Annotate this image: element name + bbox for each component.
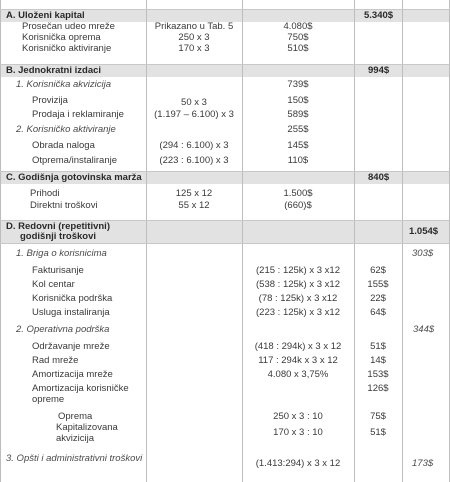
section-separator (0, 64, 450, 65)
row-formula: (223 : 125k) x 3 x12 (256, 307, 340, 318)
row-value: 126$ (367, 383, 389, 394)
section-b-header-band (0, 65, 450, 77)
row-formula: 117 : 294k x 3 x 12 (258, 355, 338, 366)
section-separator (0, 171, 450, 172)
grid-line (242, 0, 243, 482)
section-b-total: 994$ (368, 65, 390, 76)
subsection-value: 303$ (412, 248, 434, 259)
subsection-title: 1. Briga o korisnicima (16, 248, 107, 259)
subsection-title: 3. Opšti i administrativni troškovi (6, 453, 143, 464)
subsection-title: 1. Korisnička akvizicija (16, 79, 112, 90)
row-value: (660)$ (284, 200, 312, 211)
row-formula: 50 x 3 (181, 97, 207, 108)
row-value: 155$ (367, 279, 389, 290)
row-value: 510$ (287, 43, 309, 54)
row-label: Otprema/instaliranje (32, 155, 118, 166)
row-value: 64$ (370, 307, 386, 318)
row-label: Korisničko aktiviranje (22, 43, 112, 54)
row-label: Održavanje mreže (32, 341, 110, 352)
row-label: Korisnička podrška (32, 293, 113, 304)
section-c-title: C. Godišnja gotovinska marža (6, 172, 142, 183)
row-label: Korisnička oprema (22, 32, 101, 43)
grid-line (354, 0, 355, 482)
section-a-title: A. Uloženi kapital (6, 10, 85, 21)
subsection-title: 2. Operativna podrška (16, 324, 110, 335)
row-formula: (223 : 6.100) x 3 (159, 155, 229, 166)
row-value: 51$ (370, 341, 386, 352)
row-value: 110$ (287, 155, 309, 166)
section-d-header-band (0, 221, 450, 243)
row-value: 14$ (370, 355, 386, 366)
row-label: Provizija (32, 95, 68, 106)
row-label: Amortizacija korisničke opreme (32, 383, 129, 405)
section-separator (0, 220, 450, 221)
section-c-total: 840$ (368, 172, 390, 183)
section-c-header-band (0, 172, 450, 184)
row-formula: (294 : 6.100) x 3 (159, 140, 229, 151)
grid-line (402, 0, 403, 482)
row-formula: (215 : 125k) x 3 x12 (256, 265, 340, 276)
row-value: 51$ (370, 427, 386, 438)
row-formula: (1.413:294) x 3 x 12 (255, 458, 341, 469)
row-value: 150$ (287, 95, 309, 106)
row-formula: 55 x 12 (178, 200, 210, 211)
row-label: Oprema (58, 411, 93, 422)
subsection-value: 255$ (287, 124, 309, 135)
section-d-title-line2: godišnji troškovi (20, 231, 97, 242)
subsection-title: 2. Korisničko aktiviranje (16, 124, 116, 135)
row-value: 145$ (287, 140, 309, 151)
row-label: Kapitalizovana akvizicija (56, 422, 118, 444)
row-formula: (1.197 – 6.100) x 3 (154, 109, 234, 120)
row-value: 22$ (370, 293, 386, 304)
section-separator (0, 243, 450, 244)
row-label: Direktni troškovi (30, 200, 98, 211)
row-formula: 4.080 x 3,75% (267, 369, 329, 380)
row-label: Prihodi (30, 188, 60, 199)
row-formula: 250 x 3 : 10 (273, 411, 323, 422)
subsection-value: 173$ (412, 458, 434, 469)
row-label: Prosečan udeo mreže (22, 21, 115, 32)
grid-line (0, 0, 1, 482)
section-d-title: D. Redovni (repetitivni) (6, 221, 110, 232)
row-formula: (538 : 125k) x 3 x12 (256, 279, 340, 290)
row-value: 153$ (367, 369, 389, 380)
row-value: 62$ (370, 265, 386, 276)
row-formula: (78 : 125k) x 3 x12 (258, 293, 338, 304)
row-formula: (418 : 294k) x 3 x 12 (254, 341, 342, 352)
section-d-total: 1.054$ (409, 226, 439, 237)
subsection-value: 739$ (287, 79, 309, 90)
row-label: Rad mreže (32, 355, 79, 366)
row-formula: Prikazano u Tab. 5 (154, 21, 234, 32)
row-label: Obrada naloga (32, 140, 95, 151)
section-a-total: 5.340$ (364, 10, 394, 21)
row-formula: 170 x 3 : 10 (273, 427, 323, 438)
row-label: Usluga instaliranja (32, 307, 110, 318)
row-label: Kol centar (32, 279, 75, 290)
row-label: Fakturisanje (32, 265, 84, 276)
row-formula: 125 x 12 (175, 188, 213, 199)
row-label: Prodaja i reklamiranje (32, 109, 124, 120)
section-separator (0, 9, 450, 10)
row-formula: 250 x 3 (178, 32, 210, 43)
grid-line (146, 0, 147, 482)
row-value: 75$ (370, 411, 386, 422)
row-value: 1.500$ (283, 188, 313, 199)
row-value: 4.080$ (283, 21, 313, 32)
row-formula: 170 x 3 (178, 43, 210, 54)
subsection-value: 344$ (413, 324, 435, 335)
row-value: 750$ (287, 32, 309, 43)
row-label: Amortizacija mreže (32, 369, 113, 380)
section-a-header-band (0, 10, 450, 22)
row-value: 589$ (287, 109, 309, 120)
section-b-title: B. Jednokratni izdaci (6, 65, 102, 76)
